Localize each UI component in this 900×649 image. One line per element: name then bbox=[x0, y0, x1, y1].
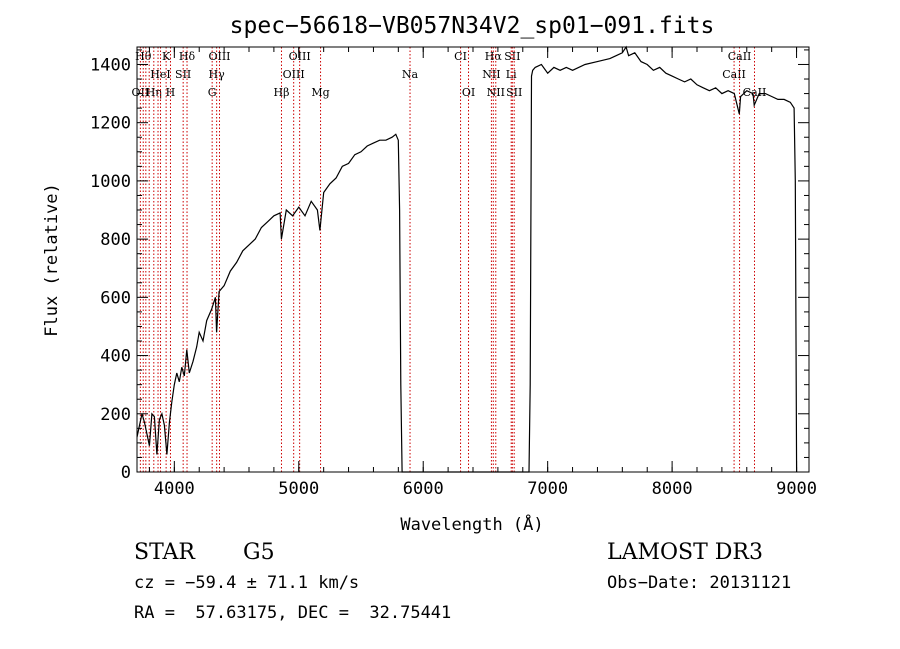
survey-label: LAMOST DR3 bbox=[607, 540, 763, 565]
chart-title: spec−56618−VB057N34V2_sp01−091.fits bbox=[230, 13, 715, 39]
y-tick-label: 400 bbox=[100, 347, 131, 367]
emission-line-label: CaII bbox=[743, 86, 767, 99]
emission-line-label: OIII bbox=[289, 50, 311, 63]
y-tick-label: 600 bbox=[100, 288, 131, 308]
emission-line-label: G bbox=[208, 86, 217, 99]
redshift-text: cz = −59.4 ± 71.1 km/s bbox=[134, 573, 360, 593]
y-tick-label: 1000 bbox=[90, 172, 131, 192]
object-subclass: G5 bbox=[243, 540, 275, 565]
emission-line-label: K bbox=[162, 50, 171, 63]
x-tick-label: 7000 bbox=[527, 479, 568, 499]
emission-line-label: Hδ bbox=[179, 50, 196, 63]
emission-line-label: SII bbox=[175, 68, 191, 81]
emission-line-label: CaII bbox=[728, 50, 752, 63]
emission-line-label: Na bbox=[402, 68, 419, 81]
emission-line-label: HeI bbox=[150, 68, 170, 81]
x-tick-label: 6000 bbox=[403, 479, 444, 499]
line-markers: OII Hθ Hη HeI K H SII Hδ G Hγ OIII Hβ OIII OIII Mg Na CI… bbox=[132, 47, 767, 472]
emission-line-label: H bbox=[166, 86, 176, 99]
emission-line-label: NII bbox=[482, 68, 500, 81]
emission-line-label: CaII bbox=[722, 68, 746, 81]
x-tick-label: 9000 bbox=[776, 479, 817, 499]
emission-line-label: Hα bbox=[485, 50, 503, 63]
x-tick-label: 8000 bbox=[652, 479, 693, 499]
emission-line-label: SII bbox=[506, 86, 522, 99]
y-tick-label: 200 bbox=[100, 405, 131, 425]
coordinates-text: RA = 57.63175, DEC = 32.75441 bbox=[134, 603, 452, 623]
y-axis-label: Flux (relative) bbox=[42, 183, 62, 337]
y-tick-label: 800 bbox=[100, 230, 131, 250]
emission-line-label: Mg bbox=[311, 86, 329, 99]
emission-line-label: SII bbox=[504, 50, 520, 63]
spectrum-series-line bbox=[136, 45, 798, 473]
emission-line-label: NII bbox=[487, 86, 505, 99]
x-axis-label: Wavelength (Å) bbox=[400, 513, 543, 535]
object-class: STAR bbox=[134, 540, 195, 565]
emission-line-label: OII bbox=[132, 86, 150, 99]
emission-line-label: Li bbox=[506, 68, 517, 81]
y-tick-label: 0 bbox=[121, 463, 131, 483]
y-tick-label: 1400 bbox=[90, 55, 131, 75]
y-tick-label: 1200 bbox=[90, 114, 131, 134]
axis-ticks: 4000 5000 6000 7000 8000 9000 0 200 400 600 800 100… bbox=[90, 47, 817, 499]
emission-line-label: OI bbox=[462, 86, 475, 99]
emission-line-label: Hη bbox=[146, 86, 162, 99]
x-tick-label: 4000 bbox=[154, 479, 195, 499]
emission-line-label: Hθ bbox=[135, 50, 152, 63]
emission-line-label: Hβ bbox=[274, 86, 290, 99]
emission-line-label: CI bbox=[454, 50, 467, 63]
emission-line-label: OIII bbox=[208, 50, 230, 63]
emission-line-label: OIII bbox=[283, 68, 305, 81]
emission-line-label: Hγ bbox=[209, 68, 226, 81]
obs-date-text: Obs−Date: 20131121 bbox=[607, 573, 792, 593]
x-tick-label: 5000 bbox=[278, 479, 319, 499]
